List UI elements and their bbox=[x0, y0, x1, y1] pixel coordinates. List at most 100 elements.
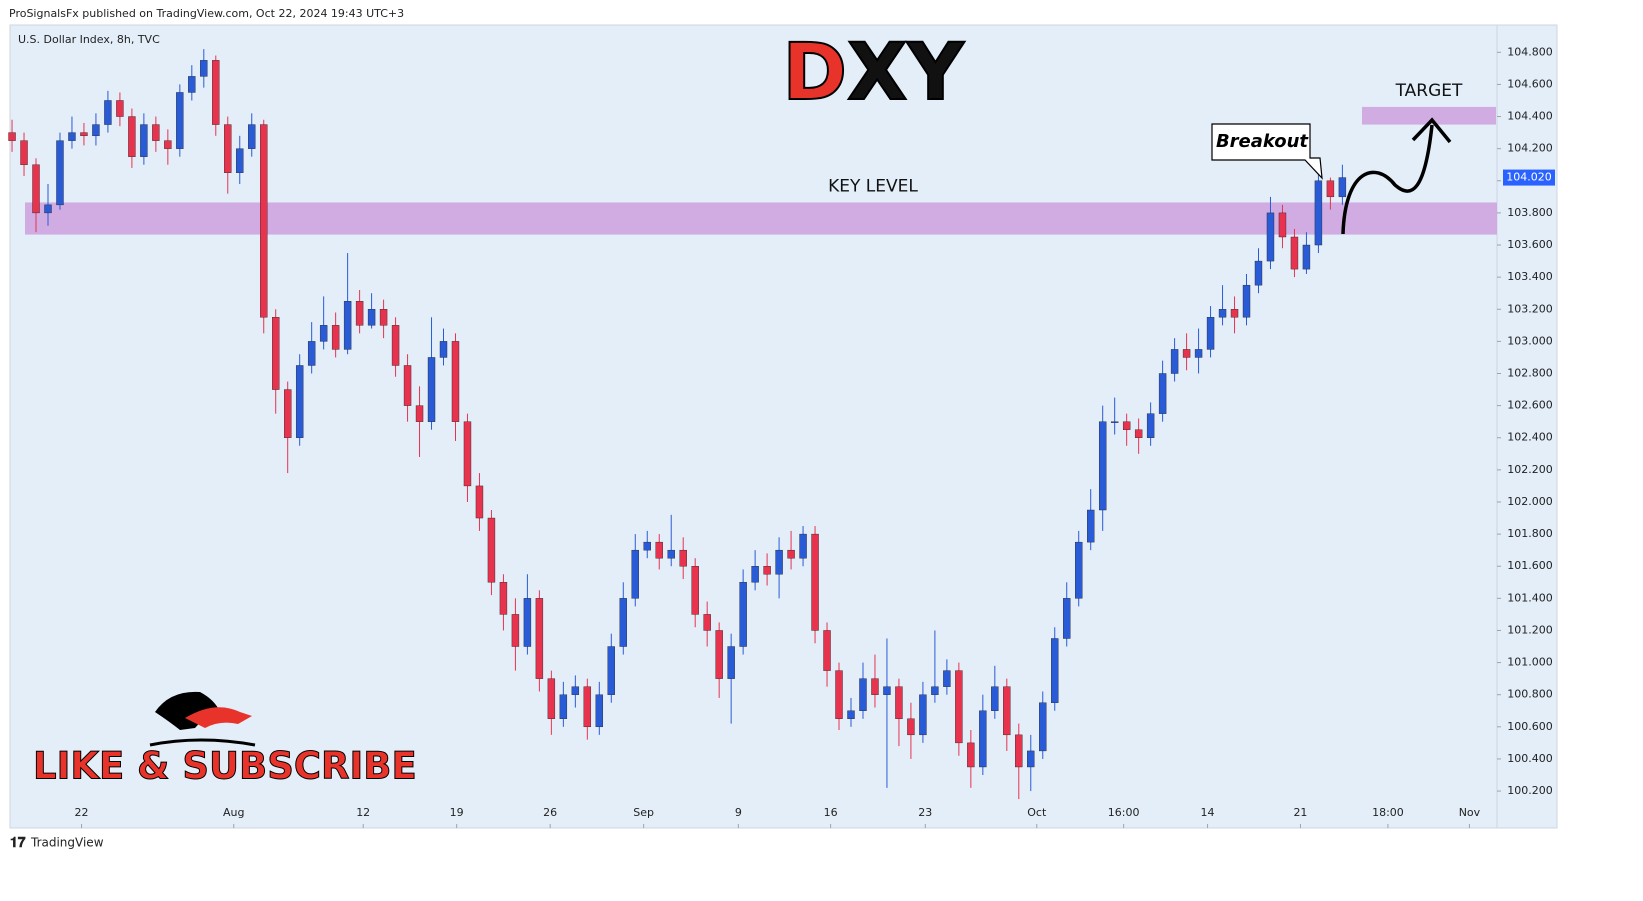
y-tick-label: 103.000 bbox=[1507, 334, 1553, 347]
candle-body bbox=[883, 686, 891, 695]
candle-body bbox=[1051, 638, 1059, 703]
y-tick-label: 101.200 bbox=[1507, 623, 1553, 636]
x-tick-label: 21 bbox=[1293, 806, 1307, 819]
y-tick-label: 104.200 bbox=[1507, 142, 1553, 155]
candle-body bbox=[727, 646, 735, 679]
candle-body bbox=[200, 60, 208, 77]
candle-body bbox=[1134, 429, 1143, 438]
candle-body bbox=[92, 124, 100, 137]
candle-body bbox=[547, 678, 556, 719]
candle-body bbox=[691, 566, 699, 615]
candle-body bbox=[8, 132, 16, 141]
candle-body bbox=[751, 566, 759, 583]
candle-body bbox=[1254, 260, 1263, 286]
candle-body bbox=[967, 742, 975, 768]
candle-body bbox=[571, 686, 580, 695]
y-tick-label: 103.400 bbox=[1507, 270, 1553, 283]
candle-body bbox=[583, 686, 592, 728]
y-tick-label: 102.800 bbox=[1507, 367, 1553, 380]
x-tick-label: 14 bbox=[1201, 806, 1215, 819]
candle-body bbox=[1158, 373, 1167, 414]
candle-body bbox=[715, 630, 723, 679]
candle-body bbox=[176, 92, 184, 149]
candle-body bbox=[703, 614, 711, 631]
candle-body bbox=[415, 405, 424, 422]
candle-body bbox=[595, 694, 604, 728]
candle-body bbox=[895, 686, 903, 719]
candle-body bbox=[1015, 734, 1023, 768]
candle-body bbox=[1039, 702, 1047, 752]
candle-body bbox=[859, 678, 867, 711]
candle-body bbox=[943, 670, 951, 687]
candle-body bbox=[295, 365, 304, 438]
candle-body bbox=[1063, 598, 1071, 639]
y-tick-label: 104.600 bbox=[1507, 77, 1553, 90]
candle-body bbox=[1122, 421, 1131, 430]
candle-body bbox=[68, 132, 76, 141]
candle-body bbox=[140, 124, 148, 157]
candle-body bbox=[1075, 541, 1083, 599]
x-tick-label: 23 bbox=[918, 806, 932, 819]
projection-arrow bbox=[1341, 124, 1434, 235]
candles bbox=[8, 49, 1347, 800]
candle-body bbox=[248, 124, 256, 149]
x-tick-label: 18:00 bbox=[1372, 806, 1404, 819]
candle-body bbox=[1170, 349, 1179, 374]
candle-body bbox=[559, 694, 568, 719]
x-tick-label: 9 bbox=[735, 806, 742, 819]
candle-body bbox=[1146, 413, 1155, 438]
candle-body bbox=[116, 100, 124, 117]
candle-body bbox=[451, 341, 460, 422]
candle-body bbox=[260, 124, 268, 318]
candle-body bbox=[631, 549, 639, 599]
candle-body bbox=[44, 204, 52, 214]
candle-body bbox=[188, 76, 196, 93]
candle-body bbox=[475, 485, 484, 519]
candle-body bbox=[931, 686, 939, 695]
candle-body bbox=[152, 124, 160, 141]
candle-body bbox=[1206, 317, 1215, 350]
bull-bear-logo bbox=[149, 691, 256, 747]
candle-body bbox=[379, 309, 388, 326]
candle-body bbox=[272, 317, 280, 390]
candle-body bbox=[367, 309, 376, 326]
x-tick-label: Aug bbox=[223, 806, 244, 819]
candle-body bbox=[799, 533, 807, 559]
y-tick-label: 101.400 bbox=[1507, 591, 1553, 604]
candle-body bbox=[32, 164, 40, 214]
candle-body bbox=[1003, 686, 1011, 736]
candle-body bbox=[955, 670, 963, 744]
chart-background bbox=[9, 24, 1558, 829]
candle-body bbox=[919, 694, 927, 736]
y-tick-label: 102.400 bbox=[1507, 431, 1553, 444]
chart-title: DXY bbox=[782, 28, 965, 118]
candle-body bbox=[212, 60, 220, 125]
candle-body bbox=[499, 582, 508, 615]
y-tick-label: 102.000 bbox=[1507, 495, 1553, 508]
candle-body bbox=[403, 365, 412, 406]
candle-body bbox=[1338, 177, 1347, 198]
y-tick-label: 103.800 bbox=[1507, 206, 1553, 219]
candle-body bbox=[1278, 212, 1287, 238]
y-tick-label: 100.200 bbox=[1507, 784, 1553, 797]
candle-body bbox=[1230, 309, 1239, 318]
candle-body bbox=[391, 325, 400, 366]
zone-label: KEY LEVEL bbox=[828, 176, 918, 196]
callout-text: Breakout bbox=[1216, 131, 1309, 152]
callout-box bbox=[1211, 123, 1323, 180]
candle-body bbox=[607, 646, 615, 695]
candle-body bbox=[1326, 180, 1335, 198]
candle-body bbox=[739, 582, 747, 647]
candle-body bbox=[224, 124, 232, 173]
y-tick-label: 101.800 bbox=[1507, 527, 1553, 540]
y-tick-label: 102.200 bbox=[1507, 463, 1553, 476]
last-price-label: 104.020 bbox=[1506, 171, 1552, 184]
candle-body bbox=[164, 140, 172, 149]
candle-body bbox=[835, 670, 843, 719]
candle-body bbox=[1027, 750, 1035, 768]
y-tick-label: 103.200 bbox=[1507, 302, 1553, 315]
x-tick-label: 26 bbox=[543, 806, 557, 819]
candle-body bbox=[763, 566, 771, 575]
chart-subtitle: U.S. Dollar Index, 8h, TVC bbox=[18, 33, 160, 46]
candle-body bbox=[1218, 309, 1227, 318]
